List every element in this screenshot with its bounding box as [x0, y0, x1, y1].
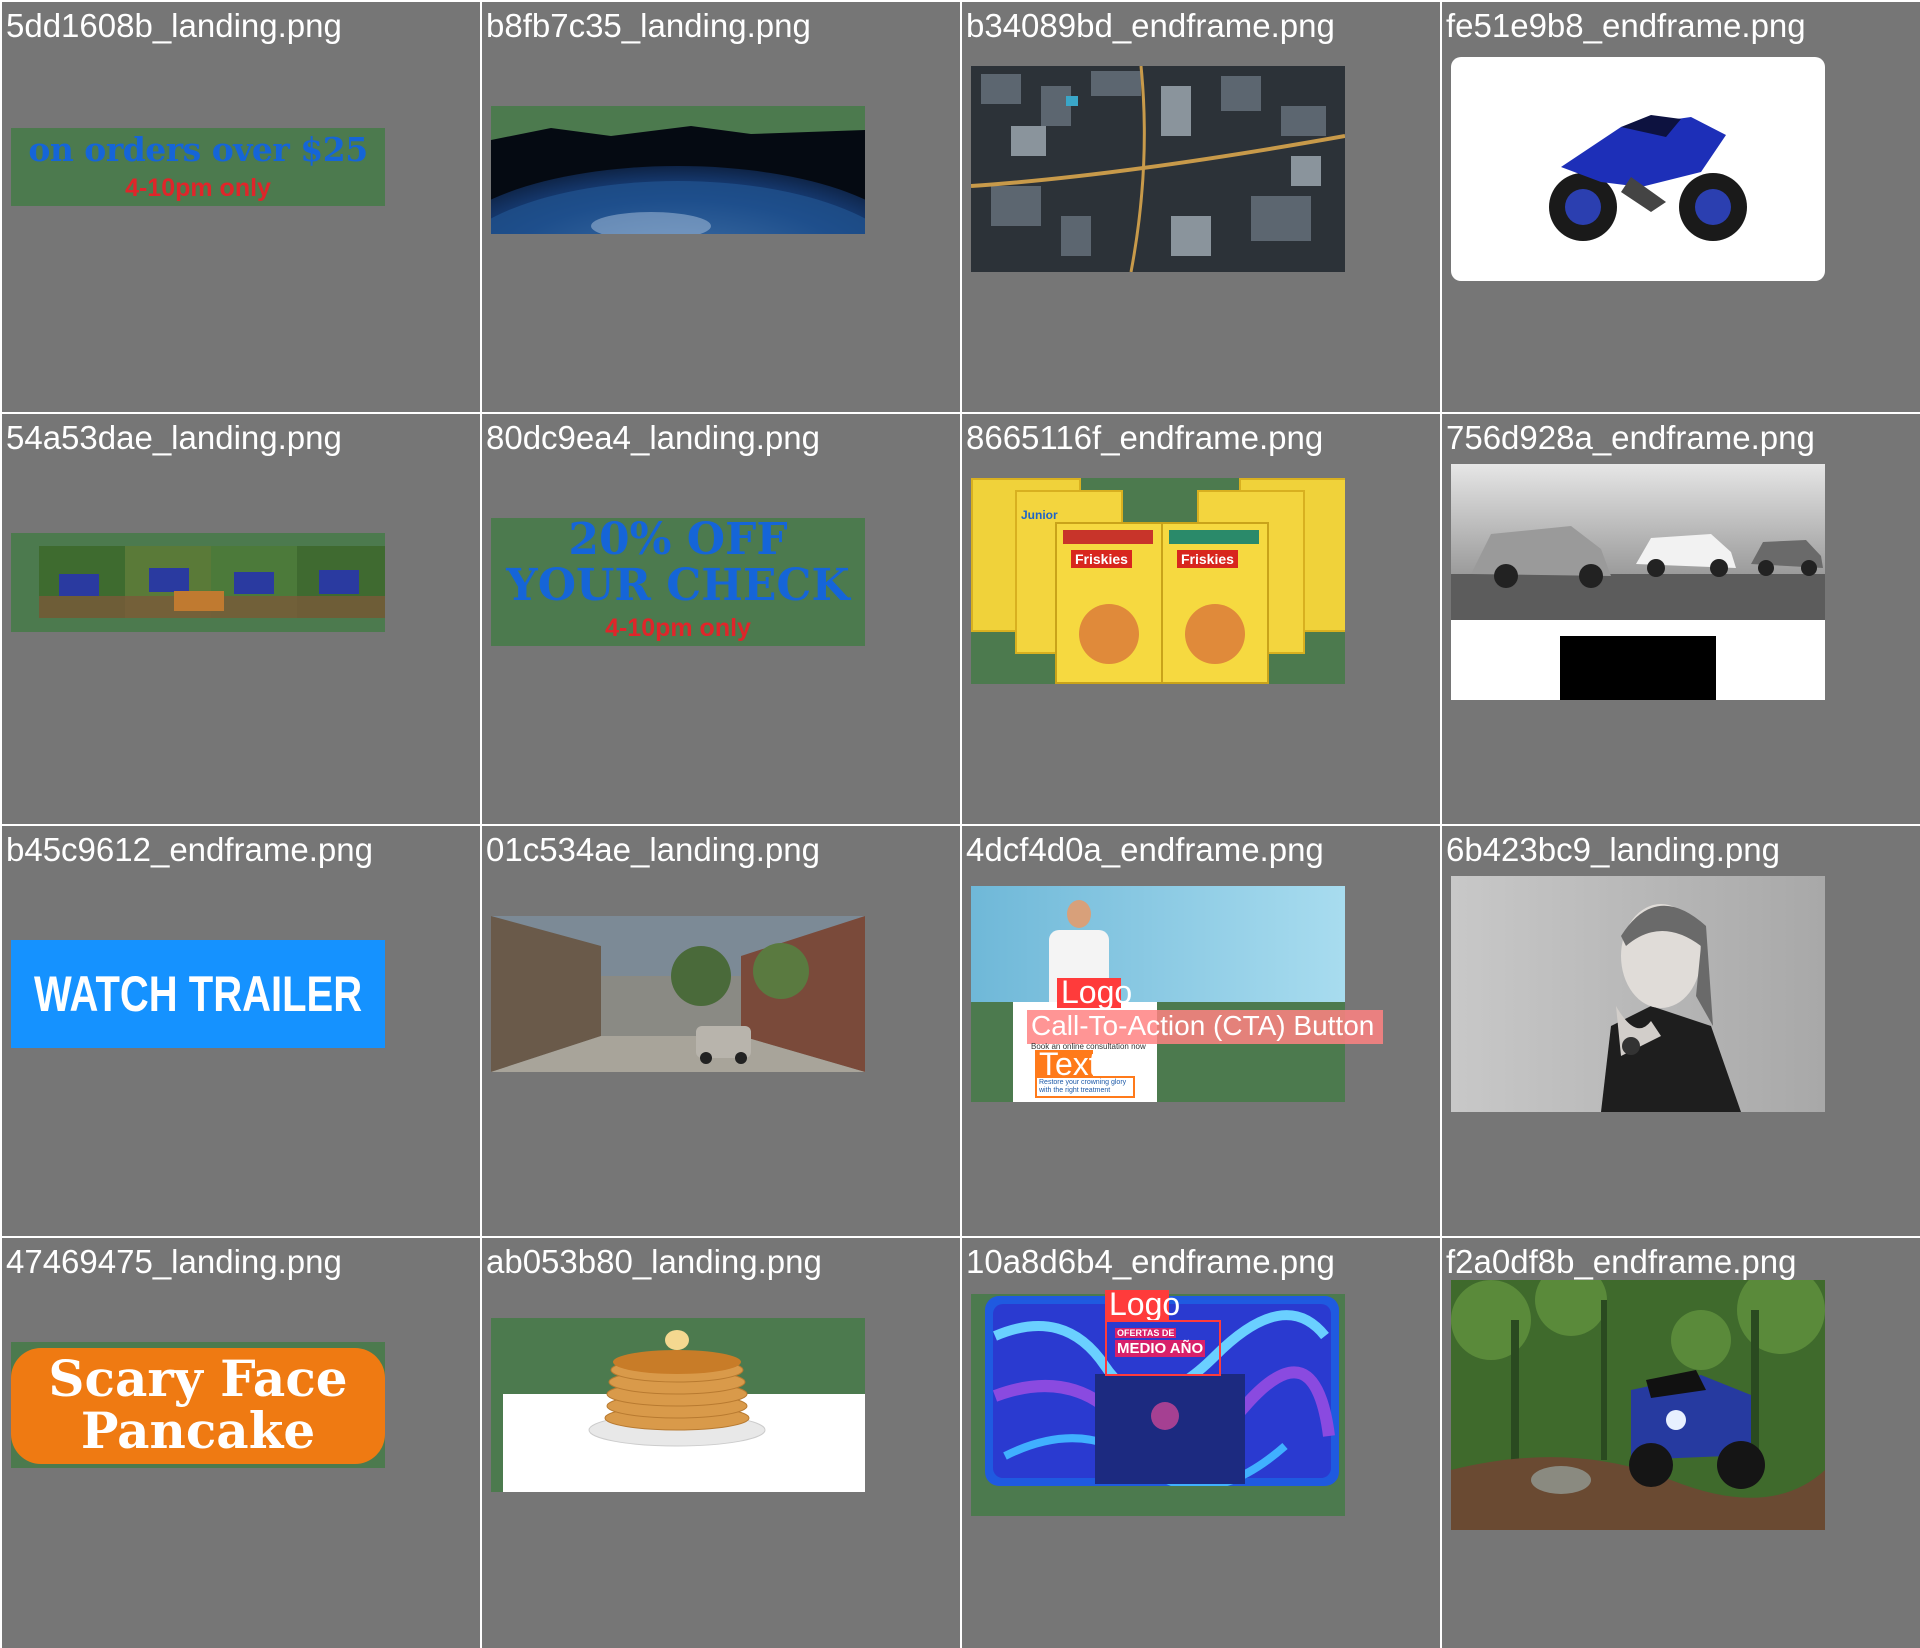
product-pack-front: Friskies: [1055, 522, 1163, 684]
tile-caption: 756d928a_endframe.png: [1446, 419, 1815, 456]
suv-lineup-image: [1451, 464, 1825, 620]
tile-caption: 80dc9ea4_landing.png: [486, 419, 820, 456]
promo-title-line-1: Scary Face: [48, 1349, 348, 1408]
thumbnail-image: [11, 533, 385, 632]
tile-80dc9ea4[interactable]: 80dc9ea4_landing.png 20% OFF YOUR CHECK …: [482, 414, 960, 824]
doctor-banner: [971, 886, 1345, 1002]
body-text-box: Restore your crowning glory with the rig…: [1035, 1076, 1135, 1098]
tile-b34089bd[interactable]: b34089bd_endframe.png: [962, 2, 1440, 412]
black-placeholder-box: [1560, 636, 1716, 700]
brand-logo: Friskies: [1071, 550, 1132, 568]
pancake-stack-image: [588, 1330, 766, 1447]
cta-annotation-label: Call-To-Action (CTA) Button: [1031, 1010, 1375, 1041]
tile-54a53dae[interactable]: 54a53dae_landing.png: [2, 414, 480, 824]
tile-caption: b8fb7c35_landing.png: [486, 7, 811, 44]
text-annotation: Text: [1035, 1046, 1098, 1082]
tile-b8fb7c35[interactable]: b8fb7c35_landing.png: [482, 2, 960, 412]
promo-headline: on orders over $25: [28, 130, 368, 169]
promo-subline: 4-10pm only: [125, 174, 271, 202]
tile-10a8d6b4[interactable]: 10a8d6b4_endframe.png Logo OFERTAS DE ME…: [962, 1238, 1440, 1648]
promo-subline: 4-10pm only: [605, 614, 751, 642]
tile-caption: 5dd1608b_landing.png: [6, 7, 342, 44]
tile-ab053b80[interactable]: ab053b80_landing.png: [482, 1238, 960, 1648]
pack-tag: Junior: [1021, 508, 1058, 522]
tile-fe51e9b8[interactable]: fe51e9b8_endframe.png: [1442, 2, 1920, 412]
logo-annotation: Logo: [1105, 1286, 1180, 1322]
motorcycle-image: [1549, 115, 1747, 241]
watch-trailer-button: WATCH TRAILER: [33, 966, 363, 1022]
promo-logo-line-2: MEDIO AÑO: [1115, 1340, 1206, 1357]
tile-8665116f[interactable]: 8665116f_endframe.png Junior Friskies Fr…: [962, 414, 1440, 824]
thumbnail-image: Junior Friskies Friskies: [971, 478, 1345, 684]
thumbnail-image: [491, 916, 865, 1072]
utv-forest-strip: [39, 546, 385, 618]
promo-title: [11, 1348, 385, 1464]
promo-headline: 20% OFF: [568, 518, 788, 565]
cta-text: Book an online consultation now: [1031, 1042, 1146, 1051]
tile-caption: ab053b80_landing.png: [486, 1243, 822, 1280]
promo-logo-line-1: OFERTAS DE: [1115, 1328, 1177, 1338]
tile-caption: 10a8d6b4_endframe.png: [966, 1243, 1335, 1280]
promo-title-line-2: Pancake: [80, 1401, 316, 1460]
tile-caption: 4dcf4d0a_endframe.png: [966, 831, 1324, 868]
tile-caption: f2a0df8b_endframe.png: [1446, 1243, 1797, 1280]
tile-caption: fe51e9b8_endframe.png: [1446, 7, 1806, 44]
earth-horizon-image: [491, 126, 865, 234]
thumbnail-image: Logo Call-To-Action (CTA) Button Book an…: [971, 886, 1383, 1102]
logo-annotation-label: Logo: [1061, 974, 1133, 1010]
thumbnail-image: [1451, 876, 1825, 1112]
brand-logo: Friskies: [1177, 550, 1238, 568]
aerial-city-image: [971, 66, 1345, 272]
thumbnail-image: WATCH TRAILER: [11, 940, 385, 1048]
tile-5dd1608b[interactable]: 5dd1608b_landing.png on orders over $25 …: [2, 2, 480, 412]
tile-caption: b45c9612_endframe.png: [6, 831, 373, 868]
thumbnail-image: [1451, 464, 1825, 700]
body-text: Restore your crowning glory with the rig…: [1039, 1079, 1127, 1094]
logo-annotation: Logo: [1057, 974, 1132, 1010]
psychedelic-artwork: [985, 1296, 1339, 1486]
tile-4dcf4d0a[interactable]: 4dcf4d0a_endframe.png Logo Call-To-Actio…: [962, 826, 1440, 1236]
thumbnail-image: Scary Face Pancake: [11, 1342, 385, 1468]
thumbnail-image: on orders over $25 4-10pm only: [11, 128, 385, 206]
cta-annotation: Call-To-Action (CTA) Button: [1027, 1010, 1383, 1044]
tile-f2a0df8b[interactable]: f2a0df8b_endframe.png: [1442, 1238, 1920, 1648]
thumbnail-image: [491, 106, 865, 234]
logo-annotation-label: Logo: [1109, 1286, 1181, 1322]
thumbnail-image: 20% OFF YOUR CHECK 4-10pm only: [491, 518, 865, 646]
tile-756d928a[interactable]: 756d928a_endframe.png: [1442, 414, 1920, 824]
product-pack-front: Friskies: [1161, 522, 1269, 684]
tile-6b423bc9[interactable]: 6b423bc9_landing.png: [1442, 826, 1920, 1236]
utv-forest-image: [1451, 1280, 1825, 1530]
street-scene-image: [491, 916, 865, 1072]
thumbnail-image: Logo OFERTAS DE MEDIO AÑO: [971, 1286, 1345, 1516]
thumbnail-image: [971, 66, 1345, 272]
tile-caption: 6b423bc9_landing.png: [1446, 831, 1780, 868]
promo-logo-box: OFERTAS DE MEDIO AÑO: [1105, 1320, 1221, 1376]
tile-caption: 54a53dae_landing.png: [6, 419, 342, 456]
portrait-photo: [1451, 876, 1825, 1112]
tile-caption: 8665116f_endframe.png: [966, 419, 1324, 456]
tile-caption: 01c534ae_landing.png: [486, 831, 820, 868]
tile-caption: 47469475_landing.png: [6, 1243, 342, 1280]
promo-headline-2: YOUR CHECK: [506, 560, 850, 611]
tile-47469475[interactable]: 47469475_landing.png Scary Face Pancake: [2, 1238, 480, 1648]
tile-caption: b34089bd_endframe.png: [966, 7, 1335, 44]
tile-b45c9612[interactable]: b45c9612_endframe.png WATCH TRAILER: [2, 826, 480, 1236]
thumbnail-image: [491, 1318, 865, 1492]
tile-01c534ae[interactable]: 01c534ae_landing.png: [482, 826, 960, 1236]
thumbnail-image: [1451, 1280, 1825, 1530]
thumbnail-image: [1451, 57, 1825, 281]
